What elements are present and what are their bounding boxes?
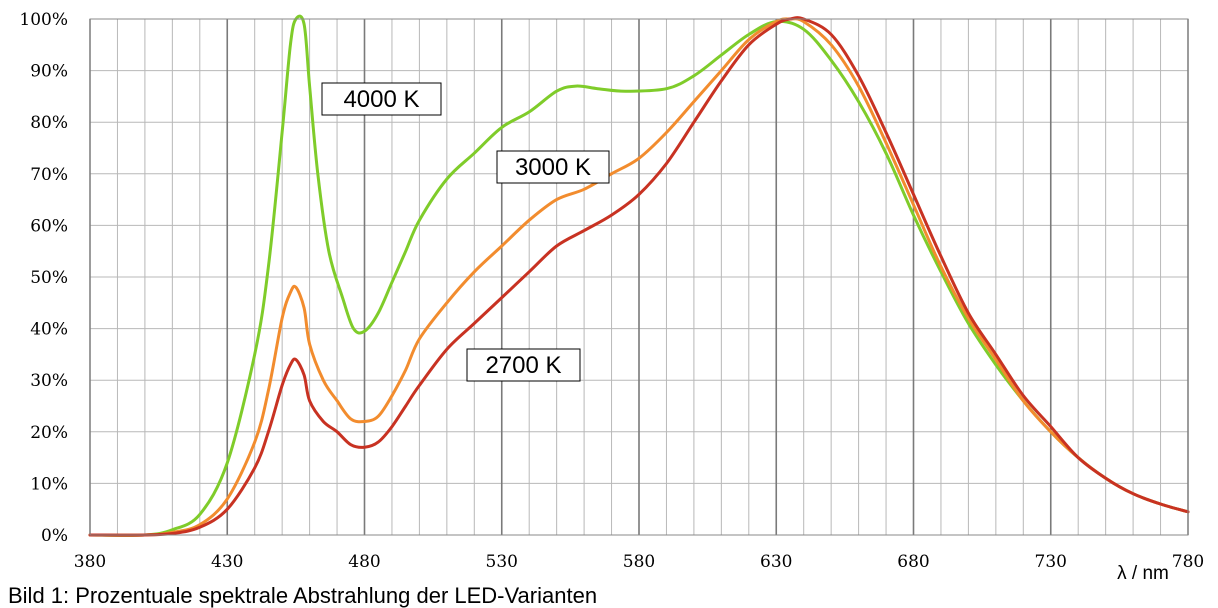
series-label-4000: 4000 K xyxy=(321,82,442,116)
y-tick-label: 90% xyxy=(30,62,68,82)
series-line-2700-k xyxy=(88,16,1190,537)
x-tick-label: 430 xyxy=(211,552,243,572)
series-label-2700: 2700 K xyxy=(466,348,581,382)
series-label-3000: 3000 K xyxy=(496,150,610,184)
series-line-3000-k xyxy=(88,17,1190,537)
x-tick-label: 780 xyxy=(1172,552,1204,572)
chart-background xyxy=(0,0,1218,584)
y-tick-labels: 0% 10% 20% 30% 40% 50% 60% 70% 80% 90% 100% xyxy=(19,10,68,546)
series-label-4000-text: 4000 K xyxy=(343,86,419,113)
plot-area-frame xyxy=(89,18,1189,536)
y-tick-label: 30% xyxy=(30,371,68,391)
spectral-chart: 0% 10% 20% 30% 40% 50% 60% 70% 80% 90% 100% 380 430… xyxy=(0,0,1218,584)
y-tick-label: 0% xyxy=(41,526,68,546)
y-tick-label: 20% xyxy=(30,423,68,443)
x-tick-label: 530 xyxy=(486,552,518,572)
y-tick-label: 50% xyxy=(30,268,68,288)
y-tick-label: 60% xyxy=(30,216,68,236)
series-line-4000-k xyxy=(88,14,1190,537)
y-tick-label: 80% xyxy=(30,113,68,133)
x-tick-label: 680 xyxy=(897,552,929,572)
x-tick-label: 380 xyxy=(74,552,106,572)
y-tick-label: 100% xyxy=(19,10,68,30)
y-tick-label: 10% xyxy=(30,474,68,494)
series-lines xyxy=(88,14,1190,537)
x-tick-label: 580 xyxy=(623,552,655,572)
y-tick-label: 40% xyxy=(30,320,68,340)
x-tick-label: 630 xyxy=(760,552,792,572)
x-tick-labels: 380 430 480 530 580 630 680 730 780 xyxy=(74,552,1204,572)
series-label-2700-text: 2700 K xyxy=(485,352,561,379)
x-tick-label: 730 xyxy=(1035,552,1067,572)
x-axis-label: λ / nm xyxy=(1117,563,1169,584)
y-tick-label: 70% xyxy=(30,165,68,185)
x-tick-label: 480 xyxy=(348,552,380,572)
series-label-3000-text: 3000 K xyxy=(515,154,591,181)
figure-caption: Bild 1: Prozentuale spektrale Abstrahlun… xyxy=(8,584,598,608)
